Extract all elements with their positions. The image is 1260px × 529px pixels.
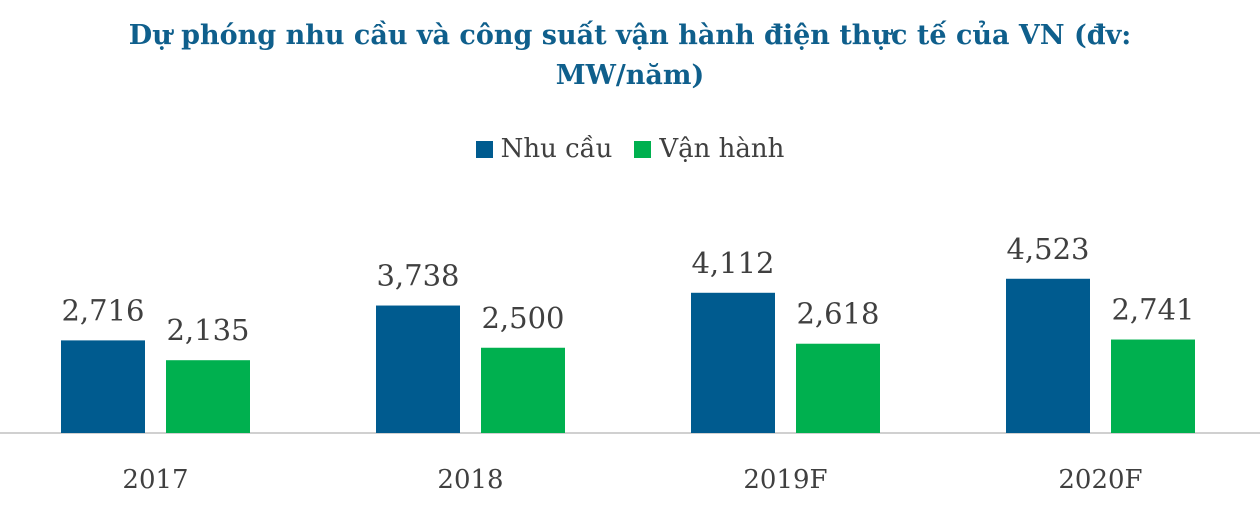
chart-title-line-2: MW/năm) bbox=[555, 60, 705, 91]
data-label-nhu-cau-2018: 3,738 bbox=[376, 259, 459, 293]
data-label-van-hanh-2018: 2,500 bbox=[481, 301, 564, 335]
bar-nhu-cau-2018 bbox=[376, 305, 460, 433]
bar-nhu-cau-2020f bbox=[1006, 278, 1090, 433]
bar-nhu-cau-2019f bbox=[691, 292, 775, 433]
chart-title: Dự phóng nhu cầu và công suất vận hành đ… bbox=[0, 16, 1260, 96]
bar-nhu-cau-2017 bbox=[61, 340, 145, 433]
legend-item-nhu-cau: Nhu cầu bbox=[475, 134, 613, 164]
legend-swatch-nhu-cau bbox=[475, 140, 493, 158]
legend-item-van-hanh: Vận hành bbox=[634, 134, 784, 164]
legend-swatch-van-hanh bbox=[634, 140, 652, 158]
legend-label-van-hanh: Vận hành bbox=[659, 134, 785, 164]
data-label-van-hanh-2020f: 2,741 bbox=[1111, 293, 1194, 327]
x-tick-label-2018: 2018 bbox=[437, 465, 503, 495]
x-tick-label-2019f: 2019F bbox=[743, 465, 827, 495]
bar-van-hanh-2019f bbox=[796, 343, 880, 433]
bar-van-hanh-2017 bbox=[166, 360, 250, 433]
bar-van-hanh-2018 bbox=[481, 347, 565, 433]
data-label-nhu-cau-2017: 2,716 bbox=[61, 293, 144, 327]
legend-label-nhu-cau: Nhu cầu bbox=[500, 134, 613, 164]
data-label-nhu-cau-2020f: 4,523 bbox=[1006, 232, 1089, 266]
data-label-nhu-cau-2019f: 4,112 bbox=[691, 246, 774, 280]
chart-title-line-1: Dự phóng nhu cầu và công suất vận hành đ… bbox=[128, 20, 1132, 51]
x-tick-label-2020f: 2020F bbox=[1058, 465, 1142, 495]
data-label-van-hanh-2017: 2,135 bbox=[166, 313, 249, 347]
chart-legend: Nhu cầu Vận hành bbox=[0, 134, 1260, 164]
data-label-van-hanh-2019f: 2,618 bbox=[796, 297, 879, 331]
x-tick-label-2017: 2017 bbox=[122, 465, 188, 495]
bar-van-hanh-2020f bbox=[1111, 339, 1195, 433]
